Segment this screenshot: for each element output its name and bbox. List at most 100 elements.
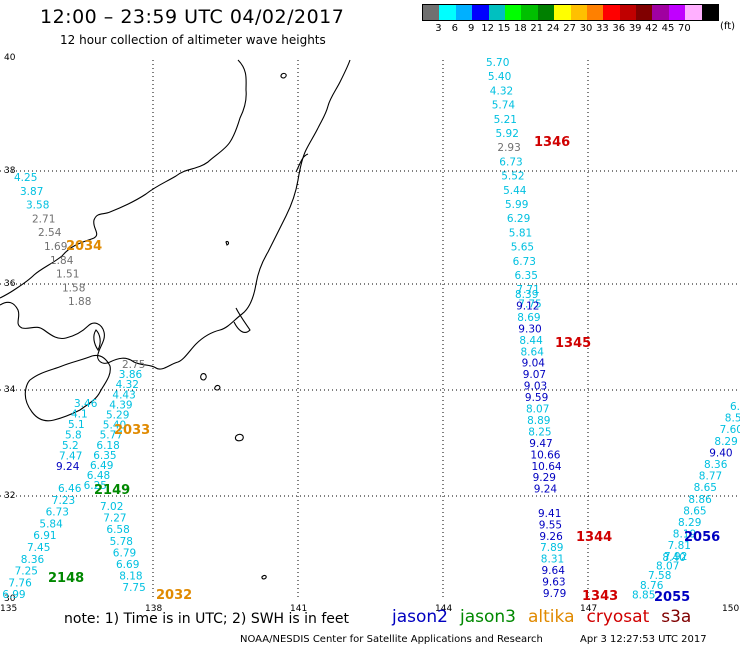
color-swatch — [603, 5, 620, 20]
color-scale-label: 6 — [451, 23, 458, 34]
wave-height-label: 5.84 — [39, 518, 63, 530]
color-scale-unit: (ft) — [720, 21, 736, 32]
color-swatch — [554, 5, 571, 20]
latitude-label: 30 — [4, 594, 16, 604]
wave-height-label: 5.40 — [488, 71, 511, 83]
wave-height-label: 8.69 — [517, 312, 540, 324]
color-scale-labels: 3 6 9 12 15 18 21 24 27 30 33 36 39 42 45 70 — [422, 21, 719, 35]
wave-height-label: 9.24 — [56, 461, 80, 473]
wave-height-label: 6.35 — [93, 450, 116, 462]
wave-height-label: 8.36 — [21, 554, 45, 566]
wave-height-label: 4.1 — [71, 409, 88, 421]
pass-time-label: 2032 — [156, 588, 192, 603]
pass-time-label: 1343 — [582, 589, 618, 604]
wave-height-label: 2.93 — [497, 142, 520, 154]
wave-height-label: 2.71 — [32, 213, 55, 225]
wave-height-label: 7.76 — [8, 577, 32, 589]
wave-height-label: 1.51 — [56, 269, 79, 281]
wave-height-label: 7.60 — [720, 424, 740, 436]
wave-height-label: 9.63 — [542, 576, 565, 588]
wave-height-label: 9.04 — [522, 358, 546, 370]
longitude-label: 135 — [0, 604, 17, 614]
color-scale-label: 45 — [661, 23, 675, 34]
color-swatch — [455, 5, 473, 20]
color-scale-label: 27 — [563, 23, 576, 34]
wave-height-label: 5.2 — [62, 440, 79, 452]
satellite-track: 4.25 3.87 3.582.71 2.54 1.69 1.84 1.511.58 1.88… — [14, 172, 102, 308]
color-swatch — [586, 5, 604, 20]
satellite-track: 2.753.864.324.434.395.295.405.776.186.35… — [84, 359, 151, 492]
color-scale-legend: 3 6 9 12 15 18 21 24 27 30 33 36 39 42 45 70 — [422, 4, 720, 35]
wave-height-label: 4.39 — [109, 399, 132, 411]
wave-height-label: 8.86 — [688, 494, 712, 506]
satellite-track: 9.419.559.267.898.319.649.639.79 1344 — [538, 508, 612, 600]
wave-height-label: 7.45 — [27, 542, 50, 554]
wave-height-label: 10.66 — [530, 449, 560, 461]
satellite-track: 5.70 5.40 4.32 5.74 5.21 5.92 2.93 6.73 5.52 5.44… — [486, 57, 570, 310]
wave-height-label: 8.77 — [699, 471, 722, 483]
wave-height-label: 7.27 — [103, 513, 126, 525]
wave-height-label: 6.18 — [96, 440, 119, 452]
wave-height-label: 8.65 — [683, 505, 706, 517]
wave-height-label: 6.99 — [2, 589, 25, 601]
wave-height-label: 3.87 — [20, 186, 43, 198]
longitude-label: 150 — [722, 604, 739, 614]
color-scale-label: 15 — [497, 23, 511, 34]
wave-height-label: 7.25 — [15, 566, 38, 578]
color-scale-label: 42 — [645, 23, 658, 34]
wave-height-label: 10.64 — [532, 461, 562, 473]
latitude-label: 40 — [4, 53, 16, 63]
wave-height-label: 5.77 — [100, 430, 123, 442]
color-scale-label: 70 — [678, 23, 691, 34]
wave-height-label: 9.03 — [524, 381, 547, 393]
wave-height-label: 9.59 — [525, 392, 548, 404]
wave-height-label: 1.69 — [44, 241, 67, 253]
footer-note: note: 1) Time is in UTC; 2) SWH is in fe… — [64, 611, 350, 627]
wave-height-label: 5.8 — [65, 430, 82, 442]
wave-height-label: 9.79 — [543, 588, 566, 600]
color-scale-label: 30 — [579, 23, 593, 34]
wave-height-label: 6.85 — [730, 401, 740, 413]
wave-height-label: 6.79 — [113, 547, 136, 559]
latitude-label: 34 — [4, 385, 16, 395]
color-swatch — [570, 5, 587, 20]
wave-height-label: 8.44 — [519, 335, 543, 347]
wave-height-label: 5.52 — [501, 171, 524, 183]
latitude-label: 38 — [4, 166, 16, 176]
wave-height-label: 5.74 — [492, 100, 516, 112]
wave-height-label: 9.12 — [516, 300, 539, 312]
color-swatch — [537, 5, 555, 20]
satellite-legend: jason2 jason3 altika cryosat s3a — [392, 607, 703, 627]
wave-height-label: 8.65 — [694, 482, 717, 494]
longitude-label: 141 — [290, 604, 307, 614]
wave-height-label: 5.92 — [496, 128, 519, 140]
wave-height-label: 7.23 — [52, 495, 75, 507]
color-swatch — [521, 5, 538, 20]
color-scale-label: 3 — [435, 23, 442, 34]
color-swatch — [439, 5, 456, 20]
satellite-track: 8.399.128.699.308.448.649.049.079.039.59… — [515, 289, 591, 496]
wave-height-label: 4.25 — [14, 172, 37, 184]
wave-height-label: 9.40 — [709, 447, 732, 459]
wave-height-label: 9.41 — [538, 508, 561, 520]
color-swatch — [685, 5, 702, 20]
wave-height-label: 8.18 — [119, 571, 142, 583]
wave-height-label: 9.64 — [542, 565, 566, 577]
satellite-track: 6.858.567.608.299.408.368.778.658.868.65… — [662, 401, 740, 564]
wave-height-label: 6.58 — [106, 524, 129, 536]
color-scale-label: 21 — [530, 23, 544, 34]
wave-height-label: 8.76 — [640, 580, 664, 592]
wave-height-label: 9.30 — [518, 323, 541, 335]
pass-time-label: 2149 — [94, 483, 130, 498]
wave-height-label: 3.86 — [119, 369, 143, 381]
wave-height-label: 9.24 — [534, 484, 558, 496]
satellite-name: s3a — [661, 607, 692, 627]
wave-height-label: 5.1 — [68, 419, 85, 431]
color-scale-label: 18 — [514, 23, 527, 34]
pass-time-label: 2148 — [48, 571, 84, 586]
wave-height-label: 5.70 — [486, 57, 509, 69]
wave-height-label: 7.75 — [518, 298, 541, 310]
